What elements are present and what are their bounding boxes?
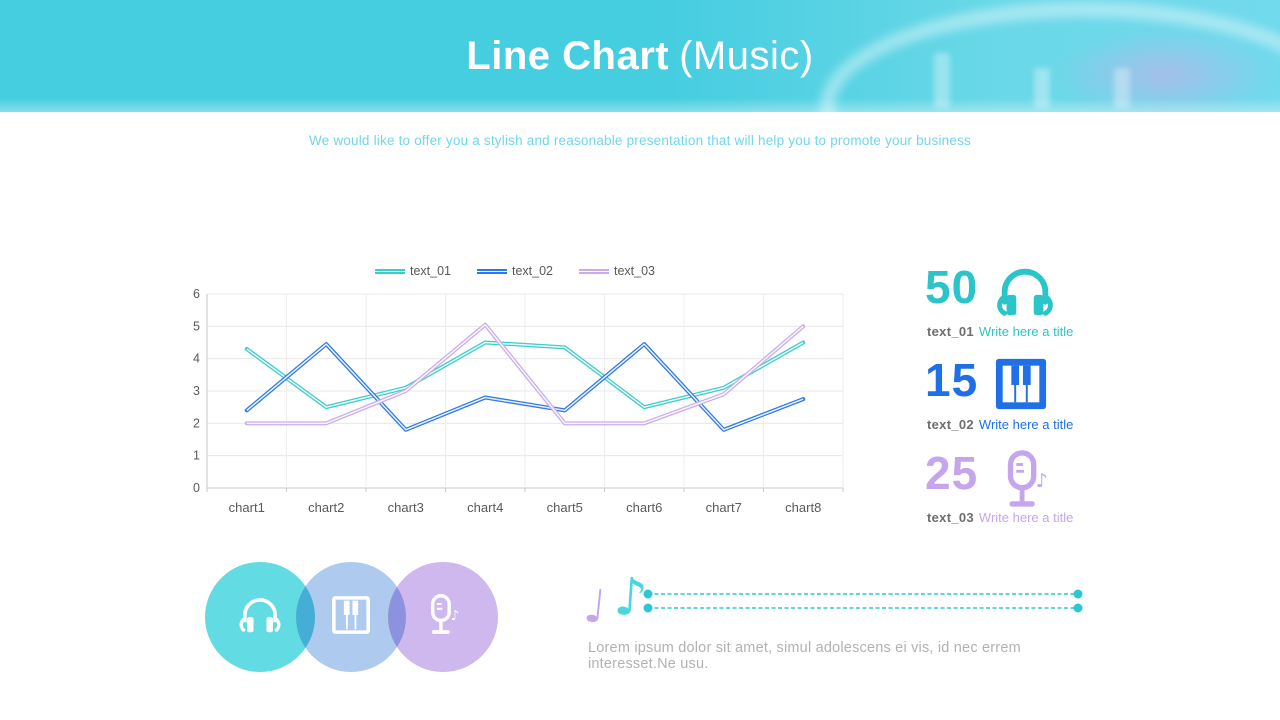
stat-label-3: text_03 <box>927 510 974 525</box>
svg-text:♪: ♪ <box>451 607 460 623</box>
legend-swatch <box>374 268 405 274</box>
dj-knob-decoration <box>1114 68 1130 108</box>
svg-text:1: 1 <box>193 449 200 463</box>
page-title: Line Chart (Music) <box>0 0 1280 112</box>
stat-title-2: Write here a title <box>978 417 1074 432</box>
stats-panel: 50 text_01 Write here a title 15 <box>925 264 1175 543</box>
circle-microphone: ♪ <box>388 562 498 672</box>
banner-pink-highlight <box>1054 30 1274 112</box>
headphones-icon <box>994 264 1056 325</box>
stat-row-3: 25 ♪ text_03 Write here a title <box>925 450 1175 525</box>
headphones-icon <box>237 594 283 641</box>
svg-text:5: 5 <box>193 319 200 333</box>
svg-text:chart1: chart1 <box>229 500 265 515</box>
svg-text:chart2: chart2 <box>308 500 344 515</box>
stat-value-3: 25 <box>925 447 979 499</box>
dj-knob-decoration <box>1034 68 1050 108</box>
legend-item-text_01: text_01 <box>374 262 451 280</box>
legend-label: text_01 <box>409 264 451 278</box>
svg-text:6: 6 <box>193 287 200 301</box>
legend-swatch <box>476 268 507 274</box>
legend-item-text_03: text_03 <box>579 262 655 280</box>
dj-knob-decoration <box>934 53 950 108</box>
legend-item-text_02: text_02 <box>476 262 553 280</box>
chart-plot-area: 0 1 2 3 4 5 6 chart1 chart2 chart3 chart4 chart5 cha… <box>193 287 844 515</box>
svg-text:0: 0 <box>193 481 200 495</box>
stat-title-3: Write here a title <box>978 510 1074 525</box>
stat-value-1: 50 <box>925 261 979 313</box>
stat-label-1: text_01 <box>927 324 974 339</box>
quarter-note-icon: ♩ <box>581 578 609 634</box>
svg-text:3: 3 <box>193 384 200 398</box>
legend-swatch <box>579 268 609 274</box>
svg-text:chart4: chart4 <box>467 500 503 515</box>
banner-bottom-fade <box>0 98 1280 112</box>
svg-text:♪: ♪ <box>1036 469 1048 492</box>
subtitle: We would like to offer you a stylish and… <box>309 133 971 148</box>
stat-label-2: text_02 <box>927 417 974 432</box>
piano-icon <box>994 357 1048 416</box>
dashed-lines-decoration <box>643 589 1083 613</box>
page-title-bold: Line Chart <box>466 33 670 78</box>
circle-piano <box>296 562 406 672</box>
microphone-icon: ♪ <box>421 593 465 642</box>
page-title-light: (Music) <box>679 33 814 78</box>
stat-row-1: 50 text_01 Write here a title <box>925 264 1175 339</box>
microphone-icon: ♪ <box>994 450 1056 515</box>
svg-text:chart7: chart7 <box>706 500 742 515</box>
stat-value-2: 15 <box>925 354 979 406</box>
music-circles: ♪ <box>205 562 505 674</box>
svg-text:2: 2 <box>193 416 200 430</box>
svg-text:chart3: chart3 <box>388 500 424 515</box>
header-banner: Line Chart (Music) <box>0 0 1280 112</box>
legend-label: text_03 <box>614 264 656 278</box>
svg-text:chart5: chart5 <box>547 500 583 515</box>
footer-description: Lorem ipsum dolor sit amet, simul adoles… <box>588 640 1021 672</box>
piano-icon <box>331 595 371 640</box>
svg-text:4: 4 <box>193 352 200 366</box>
stat-row-2: 15 text_02 Write here a title <box>925 357 1175 432</box>
chart-legend: text_01 text_02 text_03 <box>185 262 845 280</box>
line-chart: text_01 text_02 text_03 0 1 2 3 4 5 6 chart1 chart… <box>185 258 845 534</box>
stat-title-1: Write here a title <box>978 324 1074 339</box>
svg-text:chart6: chart6 <box>626 500 662 515</box>
legend-label: text_02 <box>511 264 553 278</box>
svg-text:chart8: chart8 <box>785 500 821 515</box>
